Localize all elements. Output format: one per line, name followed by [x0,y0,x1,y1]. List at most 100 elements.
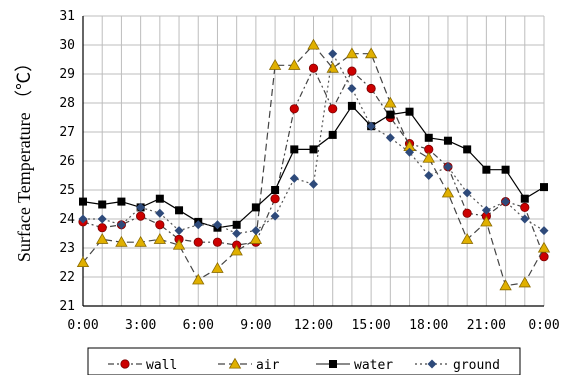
data-point-ground [78,214,88,224]
x-tick-label: 3:00 [125,318,156,333]
x-tick-label: 9:00 [240,318,271,333]
y-tick-label: 29 [59,67,75,82]
data-point-air [115,235,128,247]
y-tick-label: 26 [59,154,75,169]
data-point-water [540,183,548,192]
data-point-air [76,256,90,268]
data-point-ground [155,208,165,218]
data-point-ground [328,49,338,59]
x-tick-label: 12:00 [294,318,333,333]
data-point-water [405,107,414,116]
data-point-ground [289,173,299,183]
data-point-ground [366,121,376,131]
data-point-wall [462,208,472,218]
data-point-air [499,279,512,291]
data-point-air [460,232,474,244]
legend-box [87,347,521,375]
series-ground [78,49,549,238]
data-point-wall [366,83,376,94]
data-point-water [290,145,299,154]
data-point-ground [481,205,491,215]
data-point-water [251,203,260,212]
data-point-ground [424,171,434,180]
data-point-ground [193,220,203,230]
data-point-air [192,273,205,285]
data-point-wall [136,211,146,221]
y-axis-label: Surface Temperature （℃） [14,54,34,262]
series-layer [76,38,551,291]
data-point-air [153,232,167,244]
x-tick-label: 21:00 [467,318,506,333]
data-point-air [384,96,397,108]
data-point-water [79,197,87,206]
data-point-ground [443,162,453,172]
y-tick-label: 23 [59,241,75,256]
data-point-ground [539,226,549,236]
data-point-water [232,220,241,229]
data-point-air [134,235,147,247]
data-point-water [309,145,318,154]
data-point-ground [212,220,222,230]
tick-labels: 21 22 23 24 25 26 27 28 29 30 31 0:00 3:00 6:00 9:00 12… [59,9,559,333]
data-point-air [172,238,186,250]
legend-label-ground: ground [453,358,500,373]
data-point-air [364,47,378,59]
x-tick-label: 15:00 [352,318,391,333]
data-point-ground [385,133,395,143]
data-point-air [537,241,551,253]
data-point-water [155,194,164,203]
legend-label-water: water [354,358,393,373]
data-point-air [345,47,359,59]
data-point-air [230,244,243,256]
data-point-ground [174,226,184,236]
data-point-ground [520,214,530,224]
data-point-ground [232,229,242,238]
grid [82,15,545,307]
data-point-air [480,215,493,227]
data-point-air [96,232,109,244]
data-point-air [288,58,301,70]
data-point-air [518,276,531,288]
x-tick-label: 0:00 [67,318,98,333]
data-point-water [424,133,433,142]
legend-marker-water [329,360,337,368]
data-point-air [441,186,455,198]
data-point-water [463,145,472,154]
data-point-air [268,58,282,70]
legend-label-air: air [256,358,280,373]
data-point-wall [347,66,357,76]
data-point-air [307,38,320,50]
legend-marker-wall [120,359,130,369]
y-tick-label: 31 [59,9,75,24]
data-point-ground [309,179,318,189]
data-point-wall [193,237,203,247]
data-point-water [520,194,529,203]
data-point-ground [97,214,107,224]
legend: wall air water ground [87,347,521,375]
data-point-air [211,261,224,273]
data-point-air [249,232,263,244]
data-point-water [443,136,452,145]
x-tick-label: 18:00 [409,318,448,333]
data-point-ground [270,211,280,221]
data-point-ground [251,226,261,236]
y-tick-label: 25 [59,183,75,198]
y-tick-label: 30 [59,38,75,53]
data-point-ground [462,188,472,198]
data-point-wall [520,202,530,212]
data-point-ground [116,220,126,230]
x-tick-label: 6:00 [183,318,214,333]
data-point-water [175,206,184,215]
data-point-wall [97,223,107,233]
y-tick-label: 22 [59,270,75,285]
data-point-ground [136,202,146,212]
y-tick-label: 24 [59,212,75,227]
data-point-ground [405,147,415,157]
legend-marker-ground [427,359,437,369]
x-tick-label: 0:00 [528,318,559,333]
data-point-ground [501,197,511,207]
legend-marker-air [228,357,242,369]
data-point-wall [328,104,338,114]
data-point-wall [308,63,319,73]
